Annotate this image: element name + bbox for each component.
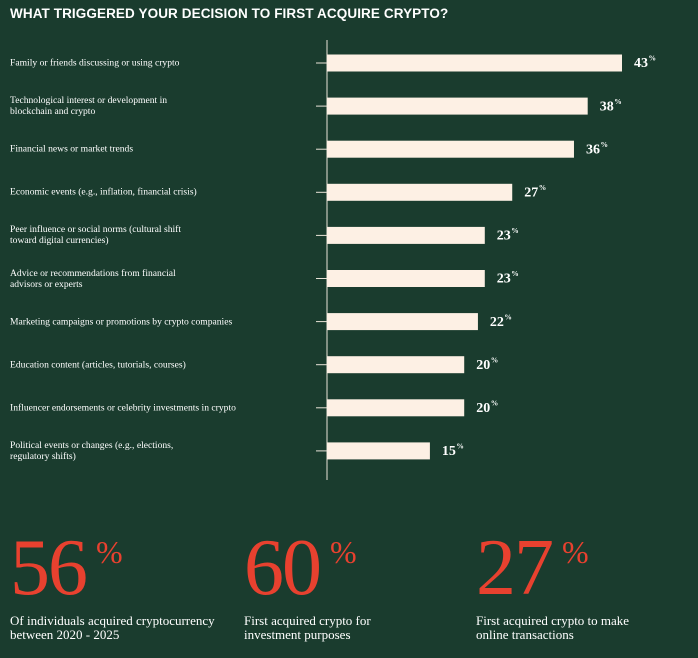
- category-label: Marketing campaigns or promotions by cry…: [10, 316, 233, 328]
- value-label: 22: [490, 315, 504, 330]
- value-label: 38: [600, 99, 614, 114]
- bar: [327, 54, 622, 72]
- stat-value: 56: [10, 524, 88, 612]
- category-label: Peer influence or social norms (cultural…: [10, 224, 182, 247]
- category-label: Family or friends discussing or using cr…: [10, 57, 180, 69]
- value-unit: %: [600, 140, 608, 149]
- value-unit: %: [491, 355, 499, 364]
- value-unit: %: [504, 312, 512, 321]
- stat: 56% Of individuals acquired cryptocurrenc…: [10, 528, 215, 642]
- stat-value: 60: [244, 524, 322, 612]
- stat: 27% First acquired crypto to make online …: [476, 528, 646, 642]
- value-unit: %: [614, 97, 622, 106]
- stat-label: First acquired crypto for investment pur…: [244, 613, 371, 642]
- stat-figure: 56%: [10, 528, 215, 608]
- stat-value: 27: [476, 524, 554, 612]
- category-label: Technological interest or development in…: [10, 95, 168, 118]
- value-label: 27: [524, 186, 538, 201]
- bar: [327, 97, 588, 115]
- stat: 60% First acquired crypto for investment …: [244, 528, 394, 642]
- stat-figure: 27%: [476, 528, 646, 608]
- bar: [327, 442, 430, 460]
- stat-unit: %: [96, 534, 123, 570]
- category-label: Financial news or market trends: [10, 143, 134, 155]
- category-label: Advice or recommendations from financial…: [10, 267, 176, 290]
- value-unit: %: [511, 269, 519, 278]
- chart-title: WHAT TRIGGERED YOUR DECISION TO FIRST AC…: [10, 6, 449, 21]
- bar: [327, 140, 574, 158]
- bar: [327, 226, 485, 244]
- bar: [327, 183, 513, 201]
- chart: 43 %38 %36 %27 %23 %23 %22 %20 %20 %15%: [316, 40, 657, 480]
- stat-label: Of individuals acquired cryptocurrency b…: [10, 613, 215, 642]
- bar: [327, 356, 465, 374]
- stat-label: First acquired crypto to make online tra…: [476, 613, 630, 642]
- value-label: 36: [586, 142, 600, 157]
- stat-unit: %: [562, 534, 589, 570]
- value-label: 20: [476, 358, 490, 373]
- category-label: Economic events (e.g., inflation, financ…: [10, 186, 197, 198]
- value-unit: %: [491, 399, 499, 408]
- value-label: 20: [476, 401, 490, 416]
- stat-figure: 60%: [244, 528, 394, 608]
- bar: [327, 313, 478, 331]
- value-unit: %: [539, 183, 547, 192]
- category-label: Political events or changes (e.g., elect…: [10, 439, 174, 462]
- category-label: Influencer endorsements or celebrity inv…: [10, 402, 236, 414]
- bar: [327, 399, 465, 417]
- value-unit: %: [649, 54, 657, 63]
- value-unit: %: [456, 442, 464, 451]
- value-label: 15: [442, 444, 456, 459]
- bar: [327, 270, 485, 287]
- value-unit: %: [511, 226, 519, 235]
- category-label: Education content (articles, tutorials, …: [10, 359, 186, 371]
- value-label: 23: [497, 229, 511, 244]
- stat-unit: %: [330, 534, 357, 570]
- value-label: 43: [634, 56, 648, 71]
- value-label: 23: [497, 272, 511, 287]
